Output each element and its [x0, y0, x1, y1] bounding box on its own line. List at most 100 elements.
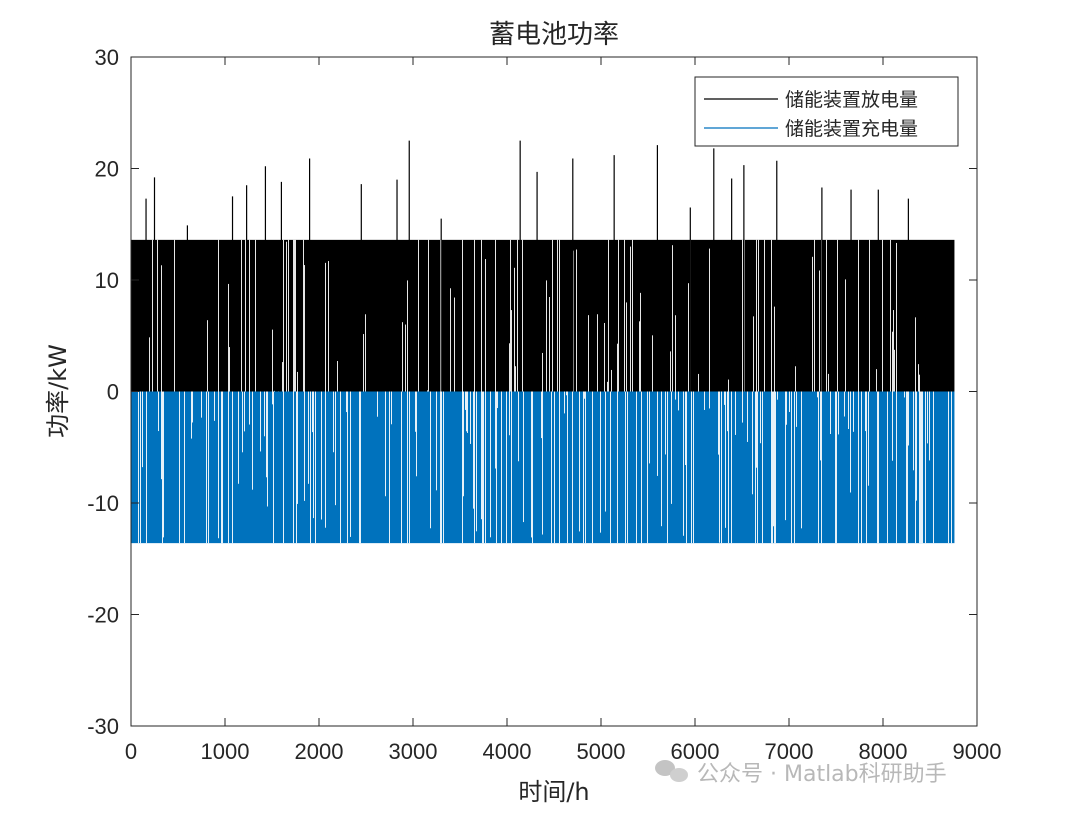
charge-gap [260, 391, 261, 452]
charge-gap [850, 391, 851, 493]
charge-gap [359, 391, 360, 544]
watermark: 公众号 · Matlab科研助手 [655, 760, 947, 787]
charge-gap [777, 391, 778, 400]
discharge-gap [573, 250, 574, 392]
charge-gap [440, 391, 441, 544]
discharge-gap [893, 310, 894, 392]
charge-gap [896, 391, 897, 544]
charge-gap [466, 391, 467, 432]
discharge-gap [552, 239, 553, 392]
discharge-gap [229, 347, 230, 392]
charge-gap [916, 391, 917, 501]
x-tick-label: 3000 [389, 739, 438, 764]
charge-gap [566, 391, 567, 396]
charge-gap [191, 391, 192, 439]
charge-gap [757, 391, 758, 544]
discharge-gap [652, 335, 653, 392]
charge-gap [848, 391, 849, 429]
discharge-gap [882, 239, 883, 392]
charge-gap [865, 391, 866, 432]
discharge-spikes [145, 140, 909, 392]
charge-gap [346, 391, 347, 413]
charge-gap [542, 391, 543, 535]
charge-gap [325, 391, 326, 528]
charge-gap [693, 391, 694, 544]
charge-gap [919, 391, 920, 544]
discharge-gap [858, 239, 859, 392]
discharge-gap [485, 259, 486, 392]
charge-gap [760, 391, 761, 444]
discharge-gap [795, 366, 796, 392]
discharge-gap [756, 239, 757, 392]
charge-gap [774, 391, 775, 544]
charge-gap [321, 391, 322, 520]
charge-gap [691, 391, 692, 544]
charge-gap [313, 391, 314, 519]
charge-gap [441, 391, 442, 544]
charge-gap [138, 391, 139, 544]
charge-gap [161, 391, 162, 480]
discharge-gap [283, 239, 284, 392]
discharge-gap [511, 310, 512, 392]
charge-gap [775, 391, 776, 544]
discharge-gap [774, 306, 775, 392]
discharge-gap [293, 239, 294, 392]
charge-gap [756, 391, 757, 468]
discharge-gap [611, 369, 612, 392]
charge-gap [272, 391, 273, 405]
discharge-gap [814, 239, 815, 392]
charge-gap [908, 391, 909, 446]
charge-gap [585, 391, 586, 544]
chart-title: 蓄电池功率 [489, 20, 619, 50]
x-tick-label: 2000 [295, 739, 344, 764]
charge-gap [724, 391, 725, 405]
charge-gap [725, 391, 726, 528]
discharge-gap [440, 239, 441, 392]
charge-gap [266, 391, 267, 478]
discharge-series [131, 239, 955, 392]
charge-gap [683, 391, 684, 536]
charge-gap [791, 391, 792, 544]
y-tick-label: 20 [95, 157, 119, 182]
charge-gap [922, 391, 923, 544]
discharge-gap [207, 320, 208, 392]
charge-gap [786, 391, 787, 425]
discharge-gap [892, 331, 893, 392]
y-tick-label: -20 [87, 603, 119, 628]
charge-gap [476, 391, 477, 532]
discharge-gap [812, 256, 813, 392]
discharge-gap [576, 249, 577, 392]
charge-gap [140, 391, 141, 544]
discharge-gap [427, 390, 428, 392]
discharge-gap [894, 349, 895, 392]
charge-gap [509, 391, 510, 436]
charge-gap [821, 391, 822, 544]
charge-gap [297, 391, 298, 504]
charge-gap [617, 391, 618, 544]
charge-gap [921, 391, 922, 544]
discharge-gap [588, 315, 589, 392]
discharge-gap [915, 317, 916, 392]
charge-gap [772, 391, 773, 544]
discharge-gap [337, 360, 338, 392]
charge-gap [360, 391, 361, 544]
charge-gap [861, 391, 862, 544]
charge-gap [244, 391, 245, 432]
discharge-gap [304, 265, 305, 392]
charge-gap [678, 391, 679, 411]
charge-gap [584, 391, 585, 399]
charge-gap [818, 391, 819, 544]
charge-gap [310, 391, 311, 544]
charge-gap [718, 391, 719, 455]
charge-gap [641, 391, 642, 544]
discharge-gap [517, 239, 518, 392]
charge-gap [649, 391, 650, 464]
discharge-gap [542, 352, 543, 392]
charge-gap [407, 391, 408, 544]
charge-gap [789, 391, 790, 412]
charge-gap [858, 391, 859, 544]
charge-gap [409, 391, 410, 544]
discharge-gap [510, 239, 511, 392]
discharge-gap [286, 241, 287, 392]
discharge-gap [624, 239, 625, 392]
